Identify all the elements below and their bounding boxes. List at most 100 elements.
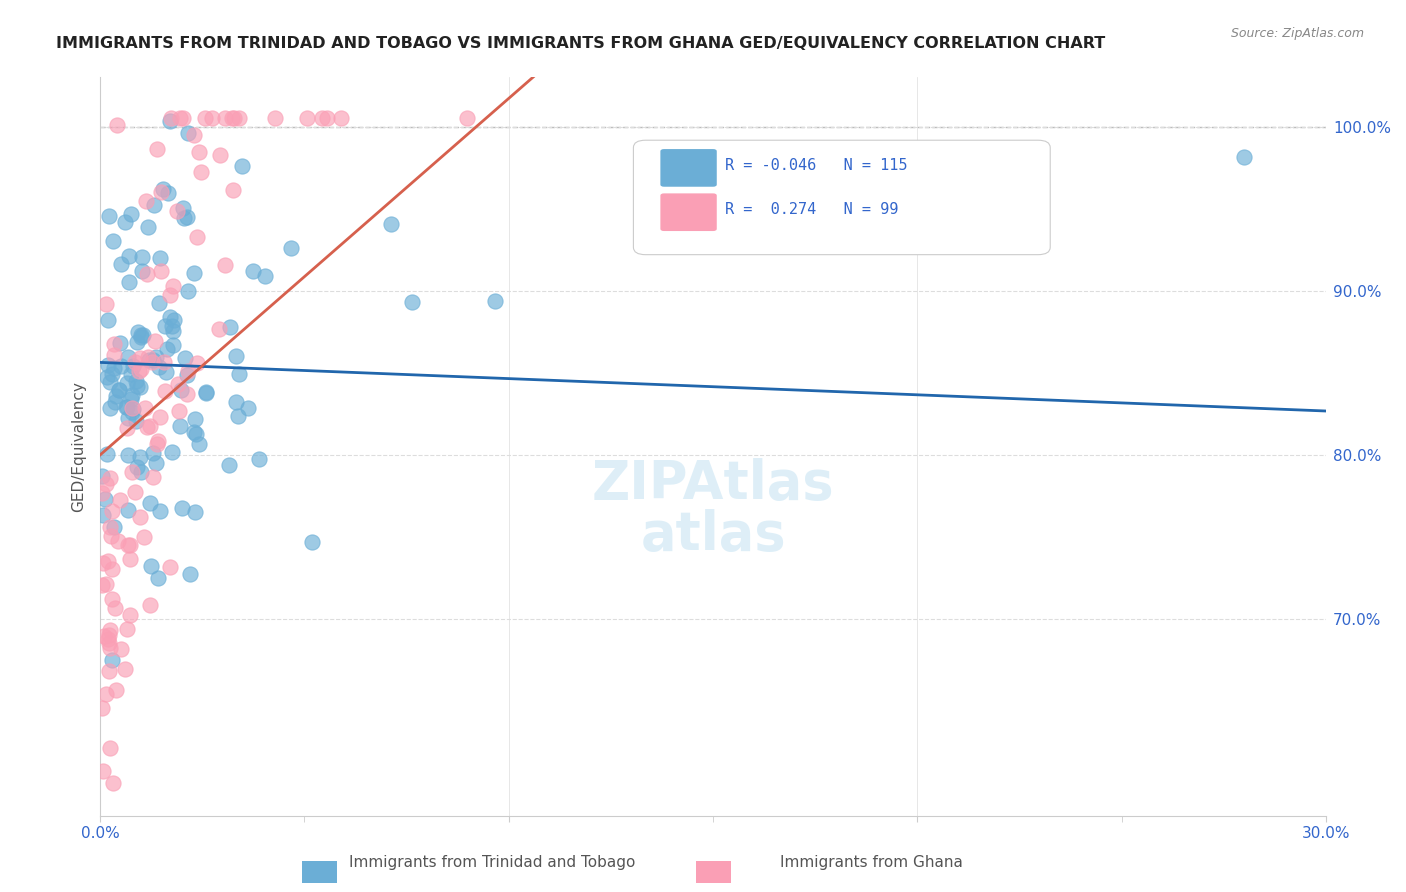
Immigrants from Ghana xyxy=(124,355,146,369)
Immigrants from Trinidad and Tobago xyxy=(117,448,139,462)
Immigrants from Trinidad and Tobago xyxy=(218,458,240,472)
Immigrants from Trinidad and Tobago xyxy=(159,310,181,325)
Immigrants from Ghana xyxy=(169,112,191,126)
Immigrants from Trinidad and Tobago xyxy=(176,368,198,383)
Immigrants from Trinidad and Tobago xyxy=(142,446,165,460)
Immigrants from Ghana xyxy=(214,112,236,126)
Immigrants from Trinidad and Tobago xyxy=(153,319,176,334)
Immigrants from Ghana xyxy=(186,356,208,370)
Immigrants from Ghana xyxy=(159,287,181,301)
Immigrants from Ghana xyxy=(167,404,190,418)
Immigrants from Trinidad and Tobago xyxy=(225,395,247,409)
Immigrants from Trinidad and Tobago xyxy=(280,241,302,255)
Immigrants from Ghana xyxy=(107,533,129,548)
Immigrants from Ghana xyxy=(153,384,176,399)
Immigrants from Ghana xyxy=(118,538,141,552)
Text: R = -0.046   N = 115: R = -0.046 N = 115 xyxy=(725,158,908,173)
Immigrants from Ghana xyxy=(103,348,125,362)
Immigrants from Ghana xyxy=(135,267,157,281)
Immigrants from Trinidad and Tobago xyxy=(104,394,127,409)
Immigrants from Ghana xyxy=(103,337,125,351)
Immigrants from Trinidad and Tobago xyxy=(159,114,181,128)
Immigrants from Ghana xyxy=(132,530,155,544)
Immigrants from Trinidad and Tobago xyxy=(103,360,125,375)
Immigrants from Ghana xyxy=(91,764,114,778)
Immigrants from Ghana xyxy=(117,622,139,636)
Immigrants from Ghana xyxy=(177,364,200,378)
Immigrants from Trinidad and Tobago xyxy=(163,313,186,327)
Immigrants from Ghana xyxy=(93,630,115,644)
Immigrants from Trinidad and Tobago xyxy=(96,447,118,461)
Immigrants from Ghana xyxy=(146,437,169,451)
Immigrants from Ghana xyxy=(101,562,124,576)
Immigrants from Ghana xyxy=(183,128,205,142)
Immigrants from Trinidad and Tobago xyxy=(129,330,152,344)
Text: Source: ZipAtlas.com: Source: ZipAtlas.com xyxy=(1230,27,1364,40)
Immigrants from Trinidad and Tobago xyxy=(162,325,184,339)
Immigrants from Trinidad and Tobago xyxy=(152,182,174,196)
Immigrants from Trinidad and Tobago xyxy=(110,335,132,350)
Immigrants from Ghana xyxy=(100,529,122,543)
Immigrants from Ghana xyxy=(124,485,146,500)
Immigrants from Trinidad and Tobago xyxy=(105,389,128,403)
Immigrants from Trinidad and Tobago xyxy=(115,400,138,414)
Immigrants from Ghana xyxy=(91,556,114,570)
Immigrants from Trinidad and Tobago xyxy=(179,566,201,581)
Immigrants from Ghana xyxy=(190,165,212,179)
Immigrants from Ghana xyxy=(121,465,143,479)
Immigrants from Ghana xyxy=(98,741,121,756)
Immigrants from Trinidad and Tobago xyxy=(183,425,205,440)
Immigrants from Ghana xyxy=(121,401,143,416)
Immigrants from Ghana xyxy=(110,641,132,656)
Immigrants from Trinidad and Tobago xyxy=(122,359,145,374)
Immigrants from Ghana xyxy=(139,418,162,433)
Text: R =  0.274   N = 99: R = 0.274 N = 99 xyxy=(725,202,898,217)
Immigrants from Ghana xyxy=(186,230,208,244)
Immigrants from Trinidad and Tobago xyxy=(141,559,163,574)
Immigrants from Trinidad and Tobago xyxy=(219,320,242,334)
Immigrants from Trinidad and Tobago xyxy=(142,352,165,367)
Immigrants from Ghana xyxy=(208,148,231,162)
Immigrants from Trinidad and Tobago xyxy=(253,269,276,284)
Immigrants from Trinidad and Tobago xyxy=(380,217,402,231)
Immigrants from Ghana xyxy=(329,112,352,126)
Immigrants from Ghana xyxy=(214,259,236,273)
Immigrants from Ghana xyxy=(91,701,114,715)
Immigrants from Trinidad and Tobago xyxy=(195,384,218,399)
Text: Immigrants from Trinidad and Tobago: Immigrants from Trinidad and Tobago xyxy=(349,855,636,870)
Immigrants from Trinidad and Tobago xyxy=(91,468,114,483)
Immigrants from Ghana xyxy=(91,578,114,592)
Immigrants from Trinidad and Tobago xyxy=(225,349,247,363)
Immigrants from Trinidad and Tobago xyxy=(110,359,132,373)
Immigrants from Ghana xyxy=(96,297,118,311)
Immigrants from Trinidad and Tobago xyxy=(118,249,141,263)
Immigrants from Trinidad and Tobago xyxy=(127,325,149,339)
Immigrants from Ghana xyxy=(201,112,224,126)
Text: Immigrants from Ghana: Immigrants from Ghana xyxy=(780,855,963,870)
Immigrants from Trinidad and Tobago xyxy=(162,445,184,459)
Immigrants from Trinidad and Tobago xyxy=(174,351,197,365)
Immigrants from Ghana xyxy=(176,386,198,401)
Immigrants from Trinidad and Tobago xyxy=(108,383,131,397)
Immigrants from Trinidad and Tobago xyxy=(125,414,148,428)
Immigrants from Ghana xyxy=(141,354,163,368)
Immigrants from Ghana xyxy=(105,118,128,132)
Immigrants from Trinidad and Tobago xyxy=(114,215,136,229)
Immigrants from Ghana xyxy=(97,628,120,642)
Immigrants from Trinidad and Tobago xyxy=(129,328,152,343)
Immigrants from Ghana xyxy=(118,551,141,566)
Immigrants from Ghana xyxy=(98,636,121,650)
Immigrants from Ghana xyxy=(221,112,243,126)
Immigrants from Ghana xyxy=(115,421,138,435)
Immigrants from Trinidad and Tobago xyxy=(101,234,124,248)
Immigrants from Trinidad and Tobago xyxy=(121,405,143,419)
FancyBboxPatch shape xyxy=(661,149,717,186)
Immigrants from Trinidad and Tobago xyxy=(143,197,166,211)
Immigrants from Trinidad and Tobago xyxy=(401,295,423,310)
Immigrants from Trinidad and Tobago xyxy=(115,376,138,390)
Immigrants from Trinidad and Tobago xyxy=(96,370,118,384)
Immigrants from Ghana xyxy=(160,112,183,126)
Immigrants from Ghana xyxy=(148,434,170,449)
Immigrants from Ghana xyxy=(129,351,152,365)
Immigrants from Trinidad and Tobago xyxy=(103,520,125,534)
